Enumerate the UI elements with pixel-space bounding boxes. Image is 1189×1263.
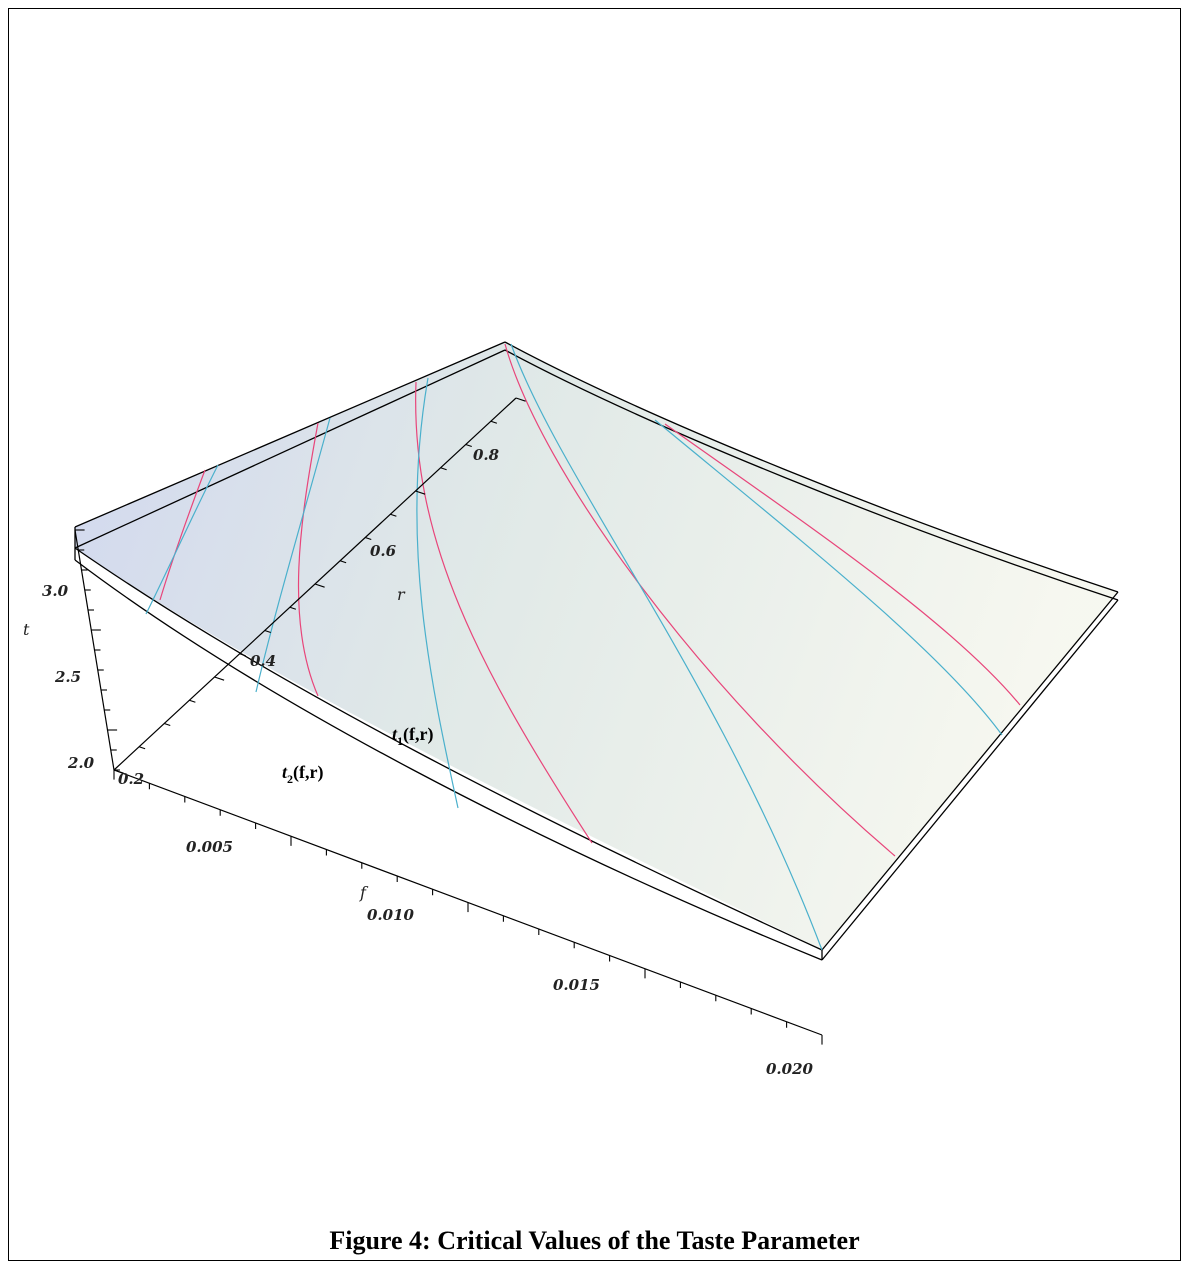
mesh-line	[297, 422, 319, 697]
mesh-line	[654, 419, 1003, 736]
axis-ticks	[75, 397, 823, 1045]
edge-front-2	[74, 559, 823, 961]
axis-tick	[415, 490, 426, 495]
mesh-line	[664, 423, 1021, 706]
f-tick-label: 0.010	[367, 906, 415, 924]
surface-top	[75, 342, 1118, 950]
axis-tick	[164, 722, 171, 727]
axis-tick	[289, 606, 297, 610]
r-axis-label: r	[397, 585, 406, 604]
axis-tick	[189, 699, 196, 703]
edge-right	[821, 591, 1119, 951]
axis-tick	[264, 629, 271, 634]
t-axis-label: t	[23, 620, 30, 639]
axis-tick	[440, 467, 447, 471]
edge-back-left-2	[74, 349, 506, 549]
r-tick-labels: 0.2 0.4 0.6 0.8	[118, 446, 500, 788]
t-tick-label: 3.0	[42, 582, 69, 600]
mesh-line	[416, 377, 459, 809]
edge-back-right	[504, 341, 1119, 593]
surface-edges	[74, 341, 1119, 961]
mesh-line	[255, 417, 331, 693]
f-tick-label: 0.020	[766, 1060, 814, 1078]
edge-front	[74, 547, 823, 951]
edge-right-2	[821, 599, 1119, 961]
axis-tick	[214, 676, 225, 681]
r-tick-label: 0.4	[250, 652, 276, 670]
t-tick-label: 2.0	[67, 754, 95, 772]
t-tick-labels: 3.0 2.5 2.0	[42, 582, 95, 772]
r-tick-label: 0.8	[473, 446, 500, 464]
mesh-lines	[145, 343, 1021, 951]
axis-tick	[515, 397, 526, 402]
axis-tick	[314, 583, 325, 588]
f-tick-label: 0.005	[186, 838, 233, 856]
edge-back-left	[74, 341, 506, 528]
f-tick-label: 0.015	[553, 976, 600, 994]
mesh-line	[145, 464, 219, 615]
f-tick-labels: 0.005 0.010 0.015 0.020	[186, 838, 814, 1078]
r-tick-label: 0.2	[118, 770, 144, 788]
axis-tick	[365, 536, 372, 541]
edge-back-right-2	[504, 349, 1119, 601]
axis-tick	[339, 560, 347, 564]
surface-label-t2: t2(f,r)	[282, 762, 324, 786]
surface-label-t1: t1(f,r)	[392, 724, 434, 748]
figure-caption: Figure 4: Critical Values of the Taste P…	[329, 1226, 860, 1255]
axis-tick	[490, 420, 498, 424]
mesh-line	[415, 381, 593, 844]
axis-tick	[390, 513, 397, 517]
t-tick-label: 2.5	[54, 668, 81, 686]
axis-tick	[465, 443, 472, 448]
r-tick-label: 0.6	[370, 542, 397, 560]
mesh-line	[510, 343, 823, 951]
f-axis-label: f	[359, 883, 369, 902]
axis-tick	[138, 746, 146, 750]
axis-tick	[239, 653, 246, 657]
mesh-line	[159, 469, 206, 601]
